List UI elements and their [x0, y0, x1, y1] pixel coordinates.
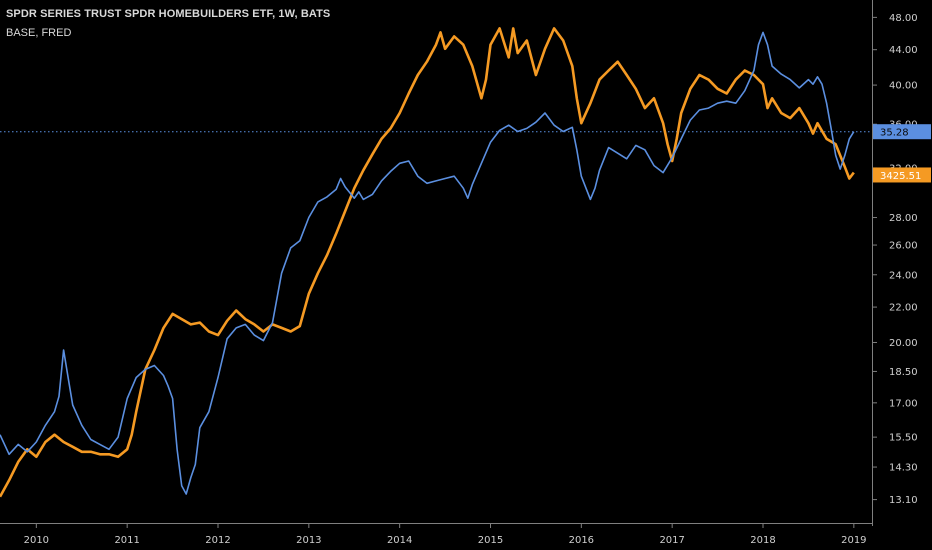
- last-value-label: 35.28: [880, 128, 909, 139]
- y-tick-label: 48.00: [889, 13, 918, 24]
- y-tick-label: 15.50: [889, 433, 918, 444]
- x-tick-label: 2011: [114, 535, 139, 546]
- x-tick-label: 2016: [569, 535, 594, 546]
- series-line-1: [0, 27, 855, 498]
- series-layer: [0, 27, 855, 498]
- x-tick-label: 2018: [750, 535, 775, 546]
- y-tick-label: 20.00: [889, 338, 918, 349]
- last-value-badge-1: 3425.51: [873, 167, 931, 183]
- y-tick-label: 22.00: [889, 303, 918, 314]
- chart-subtitle: BASE, FRED: [6, 27, 72, 39]
- y-tick-label: 44.00: [889, 45, 918, 56]
- y-tick-label: 17.00: [889, 398, 918, 409]
- chart-title: SPDR SERIES TRUST SPDR HOMEBUILDERS ETF,…: [6, 8, 331, 20]
- x-tick-label: 2010: [24, 535, 49, 546]
- last-value-label: 3425.51: [880, 171, 921, 182]
- y-tick-label: 24.00: [889, 270, 918, 281]
- x-tick-label: 2017: [659, 535, 684, 546]
- series-line-0: [0, 31, 855, 495]
- x-tick-label: 2015: [478, 535, 503, 546]
- x-tick-label: 2019: [841, 535, 866, 546]
- y-tick-label: 26.00: [889, 241, 918, 252]
- x-tick-label: 2012: [205, 535, 230, 546]
- y-tick-label: 40.00: [889, 81, 918, 92]
- badge-layer: 35.28 3425.51: [873, 124, 931, 183]
- y-tick-label: 13.10: [889, 495, 918, 506]
- y-tick-label: 14.30: [889, 463, 918, 474]
- x-tick-label: 2014: [387, 535, 412, 546]
- last-value-badge-0: 35.28: [873, 124, 931, 140]
- y-tick-label: 18.50: [889, 367, 918, 378]
- x-tick-label: 2013: [296, 535, 321, 546]
- y-tick-label: 28.00: [889, 213, 918, 224]
